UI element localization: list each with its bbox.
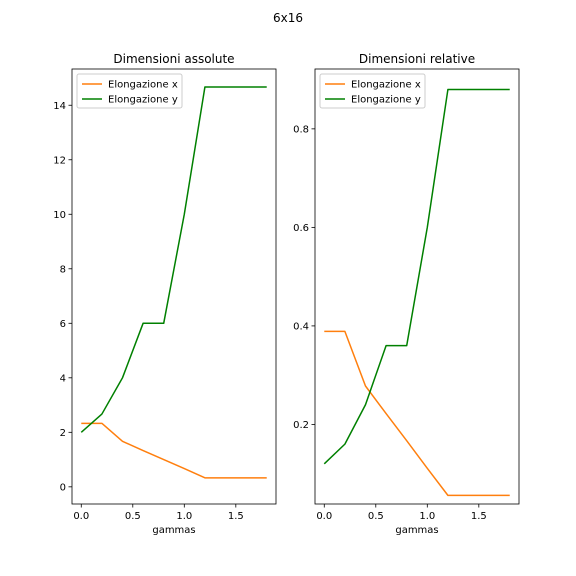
- series-line-elongazione-x: [81, 422, 267, 479]
- chart-title-left: Dimensioni assolute: [113, 52, 234, 66]
- x-axis-label-left: gammas: [152, 525, 195, 536]
- y-tick-label: 6: [60, 319, 66, 330]
- plot-frame-right: [314, 68, 520, 505]
- y-tick-label: 2: [60, 428, 66, 439]
- y-tick-label: 0.6: [293, 223, 309, 234]
- y-tick-label: 0.4: [293, 321, 309, 332]
- y-tick-label: 0.2: [293, 420, 309, 431]
- legend-box: [319, 73, 426, 109]
- y-tick-label: 8: [60, 264, 66, 275]
- chart-left: Dimensioni assolute gammas 0.0 0.5 1.0 1.5 0…: [53, 52, 277, 536]
- series-line-elongazione-y: [80, 86, 267, 433]
- figure-suptitle: 6x16: [273, 11, 303, 25]
- x-tick-label: 1.0: [419, 511, 435, 522]
- series-line-elongazione-x: [324, 330, 510, 497]
- y-tick-label: 0.8: [293, 124, 309, 135]
- chart-right: Dimensioni relative gammas 0.0 0.5 1.0 1.5 0…: [293, 52, 520, 536]
- x-tick-label: 1.5: [228, 511, 244, 522]
- legend-left: Elongazione x Elongazione y: [76, 73, 183, 109]
- series-line-elongazione-y: [323, 88, 510, 465]
- legend-entry: Elongazione y: [108, 95, 178, 106]
- x-tick-label: 0.0: [316, 511, 332, 522]
- y-tick-label: 12: [53, 155, 66, 166]
- x-tick-label: 0.0: [73, 511, 89, 522]
- legend-entry: Elongazione x: [108, 80, 178, 91]
- y-tick-label: 10: [53, 210, 66, 221]
- plot-frame-left: [71, 68, 277, 505]
- y-tick-label: 4: [60, 373, 66, 384]
- legend-box: [76, 73, 183, 109]
- y-tick-label: 0: [60, 482, 66, 493]
- legend-entry: Elongazione x: [351, 80, 421, 91]
- x-tick-label: 1.0: [176, 511, 192, 522]
- x-axis-label-right: gammas: [395, 525, 438, 536]
- legend-entry: Elongazione y: [351, 95, 421, 106]
- x-tick-label: 0.5: [368, 511, 384, 522]
- x-tick-label: 0.5: [125, 511, 141, 522]
- x-tick-label: 1.5: [471, 511, 487, 522]
- legend-right: Elongazione x Elongazione y: [319, 73, 426, 109]
- y-tick-label: 14: [53, 101, 66, 112]
- chart-title-right: Dimensioni relative: [359, 52, 475, 66]
